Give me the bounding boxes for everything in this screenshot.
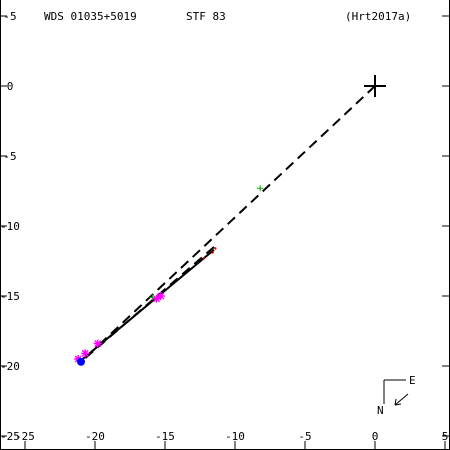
axis-ticks	[0, 15, 449, 449]
x-tick-label: 5	[442, 430, 449, 443]
x-tick-label: -10	[225, 430, 245, 443]
x-tick-label: -15	[155, 430, 175, 443]
observation-points	[74, 185, 264, 366]
orbit-lines	[80, 85, 376, 363]
y-tick-label: 0	[7, 80, 14, 93]
x-tick-label: -5	[298, 430, 311, 443]
y-tick-label: -20	[0, 360, 20, 373]
y-tick-label: -15	[0, 290, 20, 303]
x-tick-label: -25	[15, 430, 35, 443]
x-tick-label: -20	[85, 430, 105, 443]
dashed-line	[80, 85, 376, 363]
asterisk-marker	[156, 292, 165, 300]
compass-east-label: E	[409, 374, 416, 387]
motion-arrow-head	[394, 398, 402, 406]
catalog-label: STF 83	[186, 10, 226, 23]
y-tick-label: -25	[0, 430, 20, 443]
asterisk-marker	[93, 339, 102, 348]
compass-rose: E N	[377, 374, 416, 417]
chart-header: WDS 01035+5019 STF 83 (Hrt2017a)	[44, 10, 411, 23]
dot-marker	[203, 257, 206, 260]
asterisk-marker	[152, 294, 161, 303]
current-position-dot	[77, 357, 85, 366]
system-label: WDS 01035+5019	[44, 10, 137, 23]
solid-line	[80, 249, 215, 362]
y-tick-label: -5	[3, 10, 16, 23]
reference-label: (Hrt2017a)	[345, 10, 411, 23]
y-tick-label: -10	[0, 220, 20, 233]
asterisk-marker	[81, 349, 90, 358]
compass-north-label: N	[377, 404, 384, 417]
y-tick-label: -5	[3, 150, 16, 163]
primary-star-marker	[364, 75, 386, 97]
primary-cross	[364, 75, 386, 97]
dot-marker	[211, 251, 214, 254]
axis-tick-labels: -25 -20 -15 -10 -5 0 5 -5 0 -5 -10 -15 -20 -25	[0, 10, 448, 443]
dot-marker	[214, 247, 217, 250]
motion-arrow-shaft	[394, 393, 409, 406]
plus-marker	[257, 185, 264, 192]
x-tick-label: 0	[372, 430, 379, 443]
